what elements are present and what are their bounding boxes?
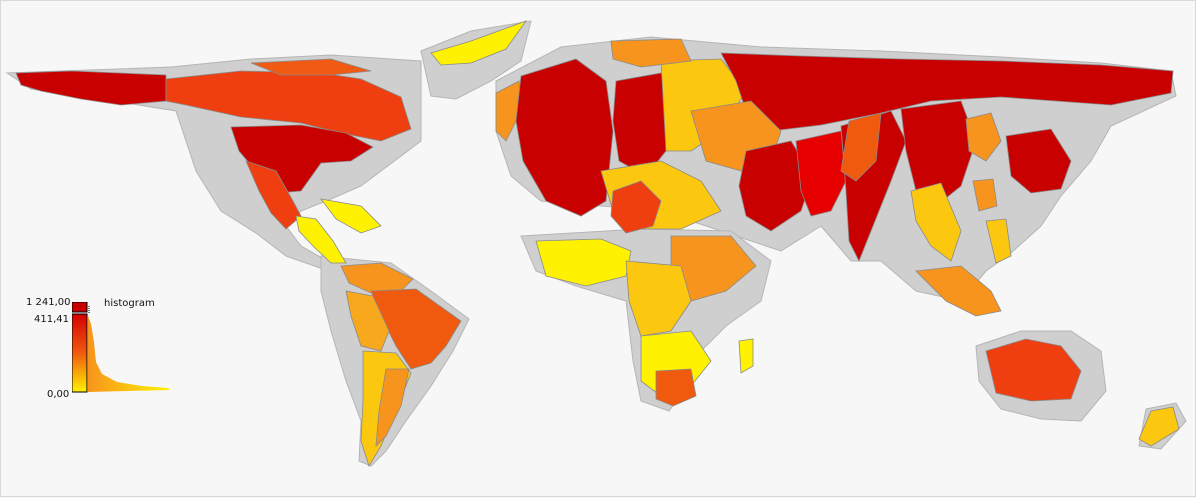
korea: [965, 112, 1002, 162]
scandinavia: [495, 80, 522, 142]
japan-korea: [1005, 128, 1072, 194]
southeast-asia: [910, 182, 962, 262]
canada-arctic: [250, 58, 372, 76]
madagascar: [738, 338, 754, 374]
west-africa: [535, 238, 632, 287]
legend-gradient-band: [72, 313, 88, 393]
northern-europe: [610, 38, 692, 68]
peru-bolivia: [345, 290, 390, 352]
greenland: [430, 20, 528, 66]
legend-histogram-shape: [88, 316, 170, 392]
china-east: [900, 100, 977, 207]
caribbean: [320, 198, 382, 234]
legend-break-label: 411,41: [34, 314, 69, 325]
alaska-region: [15, 70, 167, 106]
taiwan: [972, 178, 998, 212]
legend-histogram-label: histogram: [104, 298, 155, 309]
philippines: [985, 218, 1012, 264]
france-iberia: [515, 58, 614, 217]
new-zealand: [1138, 406, 1180, 447]
south-africa: [655, 368, 697, 407]
indonesia: [915, 265, 1002, 317]
legend-top-band: [72, 302, 88, 313]
australia: [985, 338, 1082, 402]
legend-max-label: 1 241,00: [26, 297, 71, 308]
legend-color-bar: [72, 302, 170, 393]
argentina-south: [375, 368, 410, 448]
country-shapes: [15, 20, 1180, 467]
pakistan-india-west: [738, 140, 814, 232]
arabia: [610, 180, 662, 234]
central-africa: [625, 260, 692, 337]
legend-min-label: 0,00: [47, 389, 70, 400]
india-east: [840, 112, 882, 182]
central-america: [295, 215, 347, 264]
mexico-region: [245, 160, 302, 230]
